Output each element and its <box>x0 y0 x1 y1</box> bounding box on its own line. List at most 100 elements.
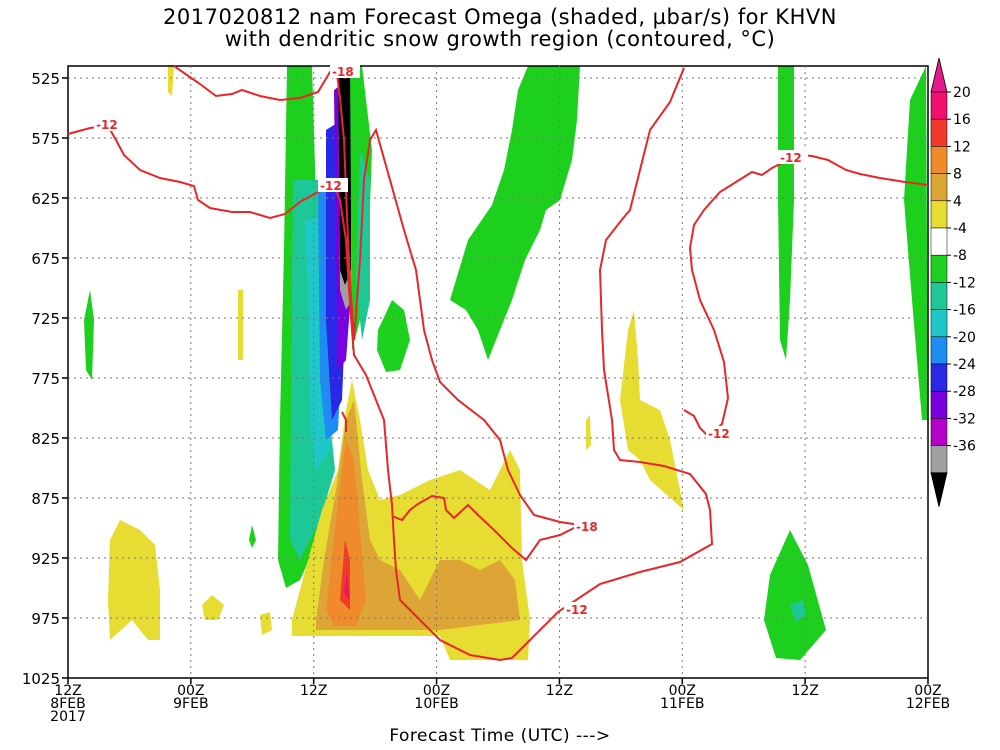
x-tick-date: 11FEB <box>660 696 704 712</box>
colorbar-swatch <box>930 91 948 120</box>
omega-region <box>326 440 366 626</box>
y-tick-label: 575 <box>31 130 60 148</box>
omega-region <box>377 300 410 372</box>
colorbar-swatch <box>930 200 948 229</box>
x-tick-date: 10FEB <box>414 696 458 712</box>
x-tick-date: 12FEB <box>906 696 950 712</box>
x-tick-label: 12Z <box>54 683 81 699</box>
colorbar-label: 4 <box>953 194 962 210</box>
chart-title-line2: with dendritic snow growth region (conto… <box>224 27 776 51</box>
y-tick-label: 625 <box>31 190 60 208</box>
omega-region <box>356 150 370 340</box>
y-tick-label: 825 <box>31 430 60 448</box>
omega-region <box>450 66 580 360</box>
y-tick-label: 1025 <box>22 670 60 688</box>
contour-label: -12 <box>708 427 730 441</box>
omega-region <box>344 570 349 600</box>
omega-region <box>168 66 174 96</box>
contour-label: -18 <box>576 520 598 534</box>
colorbar-swatch <box>930 227 948 256</box>
colorbar-top-arrow <box>930 57 948 93</box>
colorbar-swatch <box>930 173 948 202</box>
y-axis: 525 575 625 675 725 775 825 875 925 975 1025 <box>22 70 68 688</box>
colorbar: 20 16 12 8 4 -4 -8 -12 -16 -20 -24 -28 -32 -36 <box>930 57 976 507</box>
x-tick-date: 8FEB <box>50 696 85 712</box>
plot-frame <box>67 65 929 679</box>
colorbar-bottom-arrow <box>930 472 948 507</box>
colorbar-label: 8 <box>953 167 962 183</box>
y-tick-label: 725 <box>31 310 60 328</box>
contour-line <box>173 65 337 102</box>
omega-region <box>316 400 520 630</box>
omega-region <box>260 612 272 635</box>
omega-region <box>238 290 243 360</box>
grid-lines <box>68 66 928 678</box>
x-tick-label: 00Z <box>914 683 941 699</box>
x-tick-date: 9FEB <box>173 696 208 712</box>
y-tick-label: 775 <box>31 370 60 388</box>
colorbar-swatch <box>930 418 948 446</box>
omega-region <box>586 415 591 450</box>
x-tick-label: 12Z <box>300 683 327 699</box>
colorbar-label: -12 <box>953 275 976 291</box>
colorbar-swatch <box>930 445 948 474</box>
contour-labels: -12 -18 -12 -12 -12 -18 -12 <box>94 64 808 617</box>
contour-line <box>335 65 355 341</box>
contour-line <box>341 411 347 432</box>
colorbar-label: 20 <box>953 85 971 101</box>
colorbar-swatch <box>930 390 948 419</box>
colorbar-label: 16 <box>953 112 971 128</box>
omega-region <box>904 66 928 420</box>
colorbar-label: -8 <box>953 248 967 264</box>
omega-region <box>764 530 826 660</box>
colorbar-label: -28 <box>953 384 976 400</box>
contour-label: -12 <box>96 118 118 132</box>
y-tick-label: 675 <box>31 250 60 268</box>
colorbar-swatch <box>930 336 948 365</box>
contour-line <box>67 67 714 662</box>
contour-line <box>683 152 929 438</box>
colorbar-label: -4 <box>953 221 967 237</box>
colorbar-swatch <box>930 146 948 174</box>
y-tick-label: 975 <box>31 610 60 628</box>
y-tick-label: 525 <box>31 70 60 88</box>
colorbar-swatch <box>930 282 948 310</box>
omega-region <box>202 595 224 620</box>
colorbar-label: 12 <box>953 139 971 155</box>
x-axis-title: Forecast Time (UTC) ---> <box>389 726 611 746</box>
colorbar-label: -16 <box>953 303 976 319</box>
colorbar-swatch <box>930 363 948 392</box>
colorbar-label: -20 <box>953 330 976 346</box>
contour-line <box>391 494 581 562</box>
temperature-contours <box>67 65 929 662</box>
colorbar-label: -36 <box>953 439 976 455</box>
omega-region <box>84 290 94 380</box>
omega-shading <box>84 66 928 660</box>
chart-title-line1: 2017020812 nam Forecast Omega (shaded, µ… <box>163 5 837 29</box>
y-tick-label: 925 <box>31 550 60 568</box>
colorbar-label: -24 <box>953 357 976 373</box>
colorbar-label: -32 <box>953 411 976 427</box>
omega-region <box>108 520 160 640</box>
x-tick-label: 12Z <box>791 683 818 699</box>
colorbar-swatch <box>930 309 948 338</box>
contour-label: -12 <box>320 179 342 193</box>
x-tick-label: 12Z <box>546 683 573 699</box>
x-tick-label: 00Z <box>423 683 450 699</box>
contour-label: -12 <box>566 603 588 617</box>
omega-region <box>778 66 794 360</box>
y-tick-label: 875 <box>31 490 60 508</box>
omega-region <box>249 525 256 548</box>
contour-line <box>353 127 581 526</box>
x-tick-label: 00Z <box>177 683 204 699</box>
omega-region <box>620 310 684 510</box>
contour-label: -18 <box>332 65 354 79</box>
x-tick-year: 2017 <box>50 709 86 725</box>
contour-label: -12 <box>780 151 802 165</box>
colorbar-swatch <box>930 254 948 283</box>
colorbar-swatch <box>930 118 948 147</box>
omega-region <box>790 600 806 622</box>
x-tick-label: 00Z <box>669 683 696 699</box>
